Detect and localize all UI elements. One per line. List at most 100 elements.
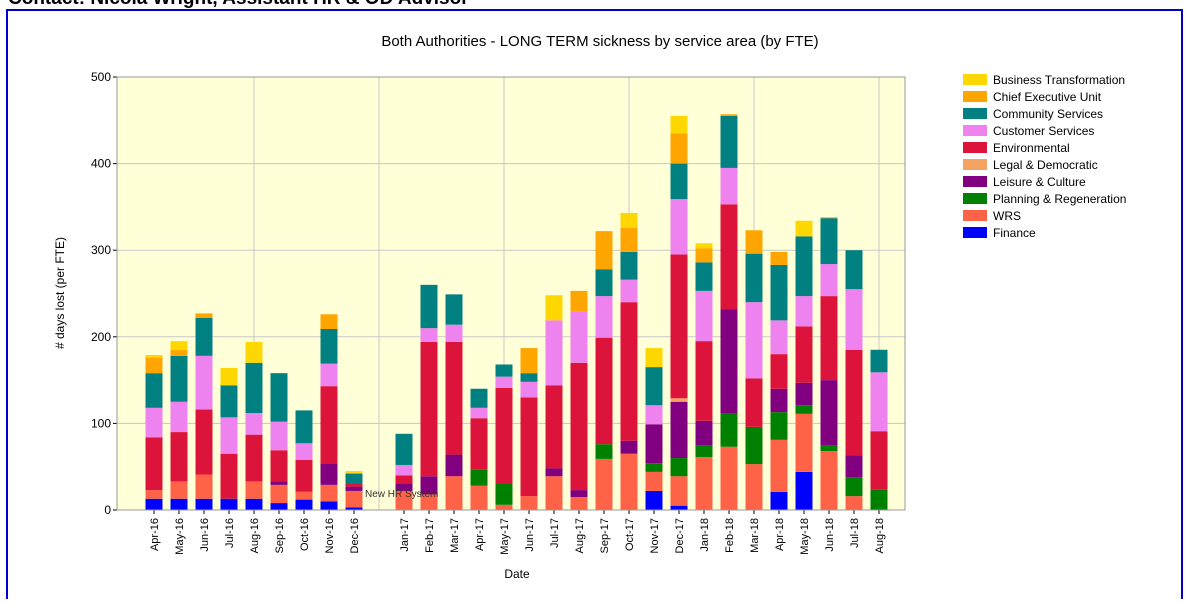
- bar-segment: [595, 269, 613, 297]
- bar-segment: [245, 413, 263, 435]
- bar-segment: [745, 253, 763, 303]
- bar-segment: [495, 364, 513, 377]
- bar-segment: [695, 445, 713, 458]
- bar-segment: [470, 388, 488, 408]
- x-tick-label: Mar-18: [749, 518, 761, 553]
- bar-segment: [770, 320, 788, 355]
- bar-segment: [695, 262, 713, 291]
- chart-title: Both Authorities - LONG TERM sickness by…: [381, 33, 818, 50]
- bar-segment: [220, 417, 238, 454]
- bar-segment: [270, 373, 288, 422]
- bar-segment: [670, 133, 688, 164]
- bar-segment: [820, 380, 838, 446]
- bar-segment: [220, 453, 238, 499]
- bar-segment: [645, 424, 663, 464]
- annotation: New HR System: [365, 489, 438, 500]
- bar-segment: [870, 489, 888, 510]
- x-tick-label: Apr-18: [774, 518, 786, 551]
- bar-segment: [745, 426, 763, 465]
- bar-segment: [795, 413, 813, 472]
- bar-segment: [595, 231, 613, 270]
- bar-segment: [720, 115, 738, 168]
- bar-segment: [345, 473, 363, 485]
- legend-swatch: [963, 210, 987, 221]
- bar-segment: [420, 476, 438, 495]
- bar-segment: [270, 484, 288, 504]
- legend-swatch: [963, 176, 987, 187]
- bar-segment: [145, 357, 163, 374]
- bar-segment: [695, 341, 713, 421]
- bar-segment: [295, 499, 313, 510]
- bar-segment: [545, 476, 563, 510]
- bar-segment: [470, 469, 488, 486]
- x-tick-label: Jul-17: [549, 518, 561, 548]
- bar-segment: [795, 405, 813, 414]
- bar-segment: [345, 490, 363, 508]
- bar-segment: [195, 474, 213, 499]
- bar-segment: [520, 397, 538, 497]
- x-tick-label: Feb-17: [424, 518, 436, 553]
- x-tick-label: Nov-16: [324, 518, 336, 553]
- legend-swatch: [963, 91, 987, 102]
- bar-segment: [320, 314, 338, 330]
- bar-segment: [495, 484, 513, 505]
- bar-segment: [145, 407, 163, 438]
- bar-segment: [720, 446, 738, 510]
- bar-segment: [195, 317, 213, 356]
- legend-swatch: [963, 108, 987, 119]
- bar-segment: [795, 471, 813, 510]
- bar-segment: [720, 309, 738, 414]
- bar-segment: [395, 483, 413, 491]
- x-axis-label: Date: [504, 567, 530, 581]
- bar-segment: [695, 243, 713, 249]
- bar-segment: [470, 485, 488, 510]
- bar-segment: [795, 220, 813, 237]
- bar-segment: [845, 250, 863, 290]
- bar-segment: [220, 385, 238, 418]
- bar-segment: [495, 387, 513, 485]
- y-tick-label: 100: [91, 416, 111, 430]
- legend-label: Customer Services: [993, 124, 1094, 138]
- bar-segment: [795, 382, 813, 406]
- bar-segment: [620, 279, 638, 303]
- bar-segment: [820, 445, 838, 452]
- bar-segment: [445, 324, 463, 342]
- bar-segment: [245, 434, 263, 482]
- x-tick-label: Oct-16: [299, 518, 311, 551]
- bar-segment: [570, 362, 588, 491]
- bar-segment: [670, 199, 688, 255]
- x-tick-label: Apr-16: [149, 518, 161, 551]
- bar-segment: [670, 458, 688, 477]
- bar-segment: [295, 459, 313, 492]
- bar-segment: [695, 457, 713, 510]
- bar-segment: [345, 484, 363, 487]
- bar-segment: [620, 453, 638, 510]
- bar-segment: [270, 481, 288, 485]
- legend-label: Legal & Democratic: [993, 158, 1098, 172]
- legend-swatch: [963, 159, 987, 170]
- x-tick-label: Mar-17: [449, 518, 461, 553]
- bar-segment: [320, 501, 338, 510]
- bar-segment: [320, 329, 338, 364]
- bar-segment: [570, 490, 588, 498]
- x-tick-label: May-17: [499, 518, 511, 555]
- bar-segment: [295, 410, 313, 444]
- bar-segment: [770, 439, 788, 492]
- bar-segment: [520, 496, 538, 510]
- bar-segment: [645, 490, 663, 510]
- x-tick-label: Jun-16: [199, 518, 211, 552]
- x-tick-label: Apr-17: [474, 518, 486, 551]
- header: Contact: Nicola Wright, Assistant HR & O…: [8, 0, 469, 9]
- bar-segment: [845, 289, 863, 350]
- y-tick-label: 300: [91, 243, 111, 257]
- bar-segment: [420, 341, 438, 477]
- bar-segment: [620, 440, 638, 454]
- bar-segment: [420, 328, 438, 342]
- x-tick-label: Jul-18: [849, 518, 861, 548]
- bar-segment: [145, 373, 163, 408]
- bar-segment: [745, 302, 763, 379]
- legend-swatch: [963, 227, 987, 238]
- bar-segment: [870, 349, 888, 373]
- bar-segment: [845, 477, 863, 497]
